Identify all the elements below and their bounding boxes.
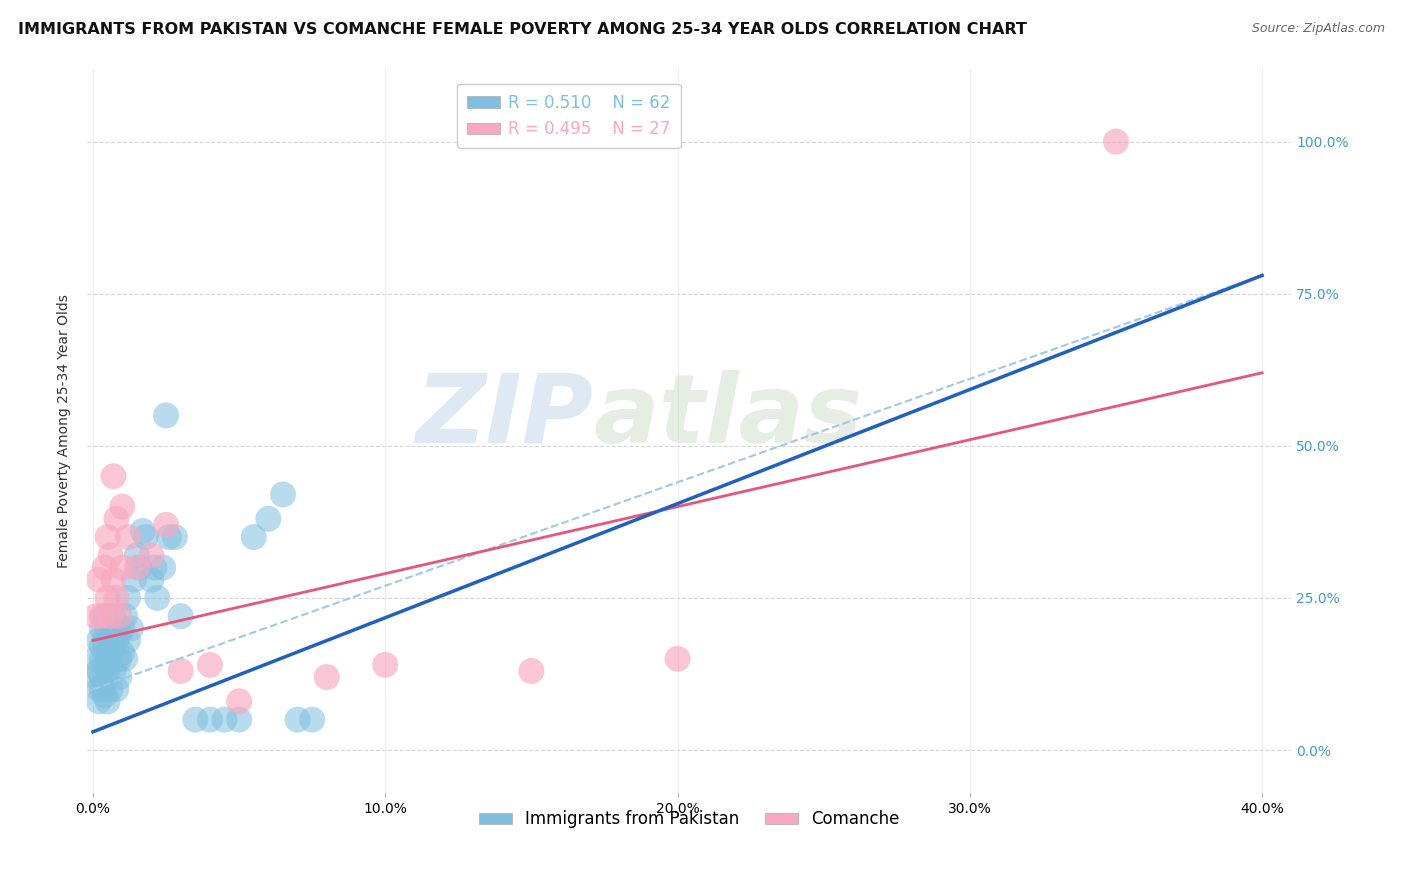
Text: ZIP: ZIP [415,369,593,463]
Point [315,670,337,684]
Point [90,682,112,697]
Point [242,530,264,544]
Point [93,688,115,702]
Point [155,409,177,423]
Point [105,682,128,697]
Point [141,549,163,563]
Point [90,652,112,666]
Point [257,512,280,526]
Point [374,657,396,672]
Point [90,640,112,654]
Point [108,609,131,624]
Point [125,560,148,574]
Point [103,573,125,587]
Point [97,530,120,544]
Point [93,657,115,672]
Point [287,713,309,727]
Point [100,633,122,648]
Point [100,609,122,624]
Point [90,670,112,684]
Point [111,621,134,635]
Point [520,664,543,678]
Point [84,609,107,624]
Point [84,670,107,684]
Point [117,633,139,648]
Point [666,652,689,666]
Point [301,713,323,727]
Point [122,573,145,587]
Point [146,591,169,605]
Point [141,573,163,587]
Point [170,664,193,678]
Point [214,713,236,727]
Point [163,530,186,544]
Point [184,713,207,727]
Point [97,591,120,605]
Point [228,713,250,727]
Point [105,652,128,666]
Text: Source: ZipAtlas.com: Source: ZipAtlas.com [1251,22,1385,36]
Point [135,530,157,544]
Text: IMMIGRANTS FROM PAKISTAN VS COMANCHE FEMALE POVERTY AMONG 25-34 YEAR OLDS CORREL: IMMIGRANTS FROM PAKISTAN VS COMANCHE FEM… [18,22,1028,37]
Point [87,694,110,708]
Point [87,682,110,697]
Point [93,609,115,624]
Point [100,549,122,563]
Point [103,469,125,483]
Point [105,633,128,648]
Point [128,560,150,574]
Point [97,621,120,635]
Point [97,646,120,660]
Point [87,664,110,678]
Point [103,621,125,635]
Point [228,694,250,708]
Point [90,609,112,624]
Point [97,694,120,708]
Point [114,609,136,624]
Point [155,517,177,532]
Point [108,652,131,666]
Point [198,713,221,727]
Point [103,640,125,654]
Text: atlas: atlas [593,369,862,463]
Point [152,560,174,574]
Point [117,591,139,605]
Legend: Immigrants from Pakistan, Comanche: Immigrants from Pakistan, Comanche [472,804,907,835]
Point [103,664,125,678]
Point [87,573,110,587]
Point [105,591,128,605]
Point [125,549,148,563]
Point [87,633,110,648]
Point [108,627,131,641]
Point [93,633,115,648]
Point [1105,135,1128,149]
Point [111,560,134,574]
Point [108,670,131,684]
Point [170,609,193,624]
Point [131,524,153,538]
Point [143,560,166,574]
Point [157,530,180,544]
Point [105,512,128,526]
Point [93,676,115,690]
Point [84,652,107,666]
Point [90,621,112,635]
Point [117,530,139,544]
Point [97,664,120,678]
Point [111,646,134,660]
Y-axis label: Female Poverty Among 25-34 Year Olds: Female Poverty Among 25-34 Year Olds [58,293,72,567]
Point [114,652,136,666]
Point [100,682,122,697]
Point [93,560,115,574]
Point [103,609,125,624]
Point [198,657,221,672]
Point [100,657,122,672]
Point [111,500,134,514]
Point [120,621,142,635]
Point [271,487,294,501]
